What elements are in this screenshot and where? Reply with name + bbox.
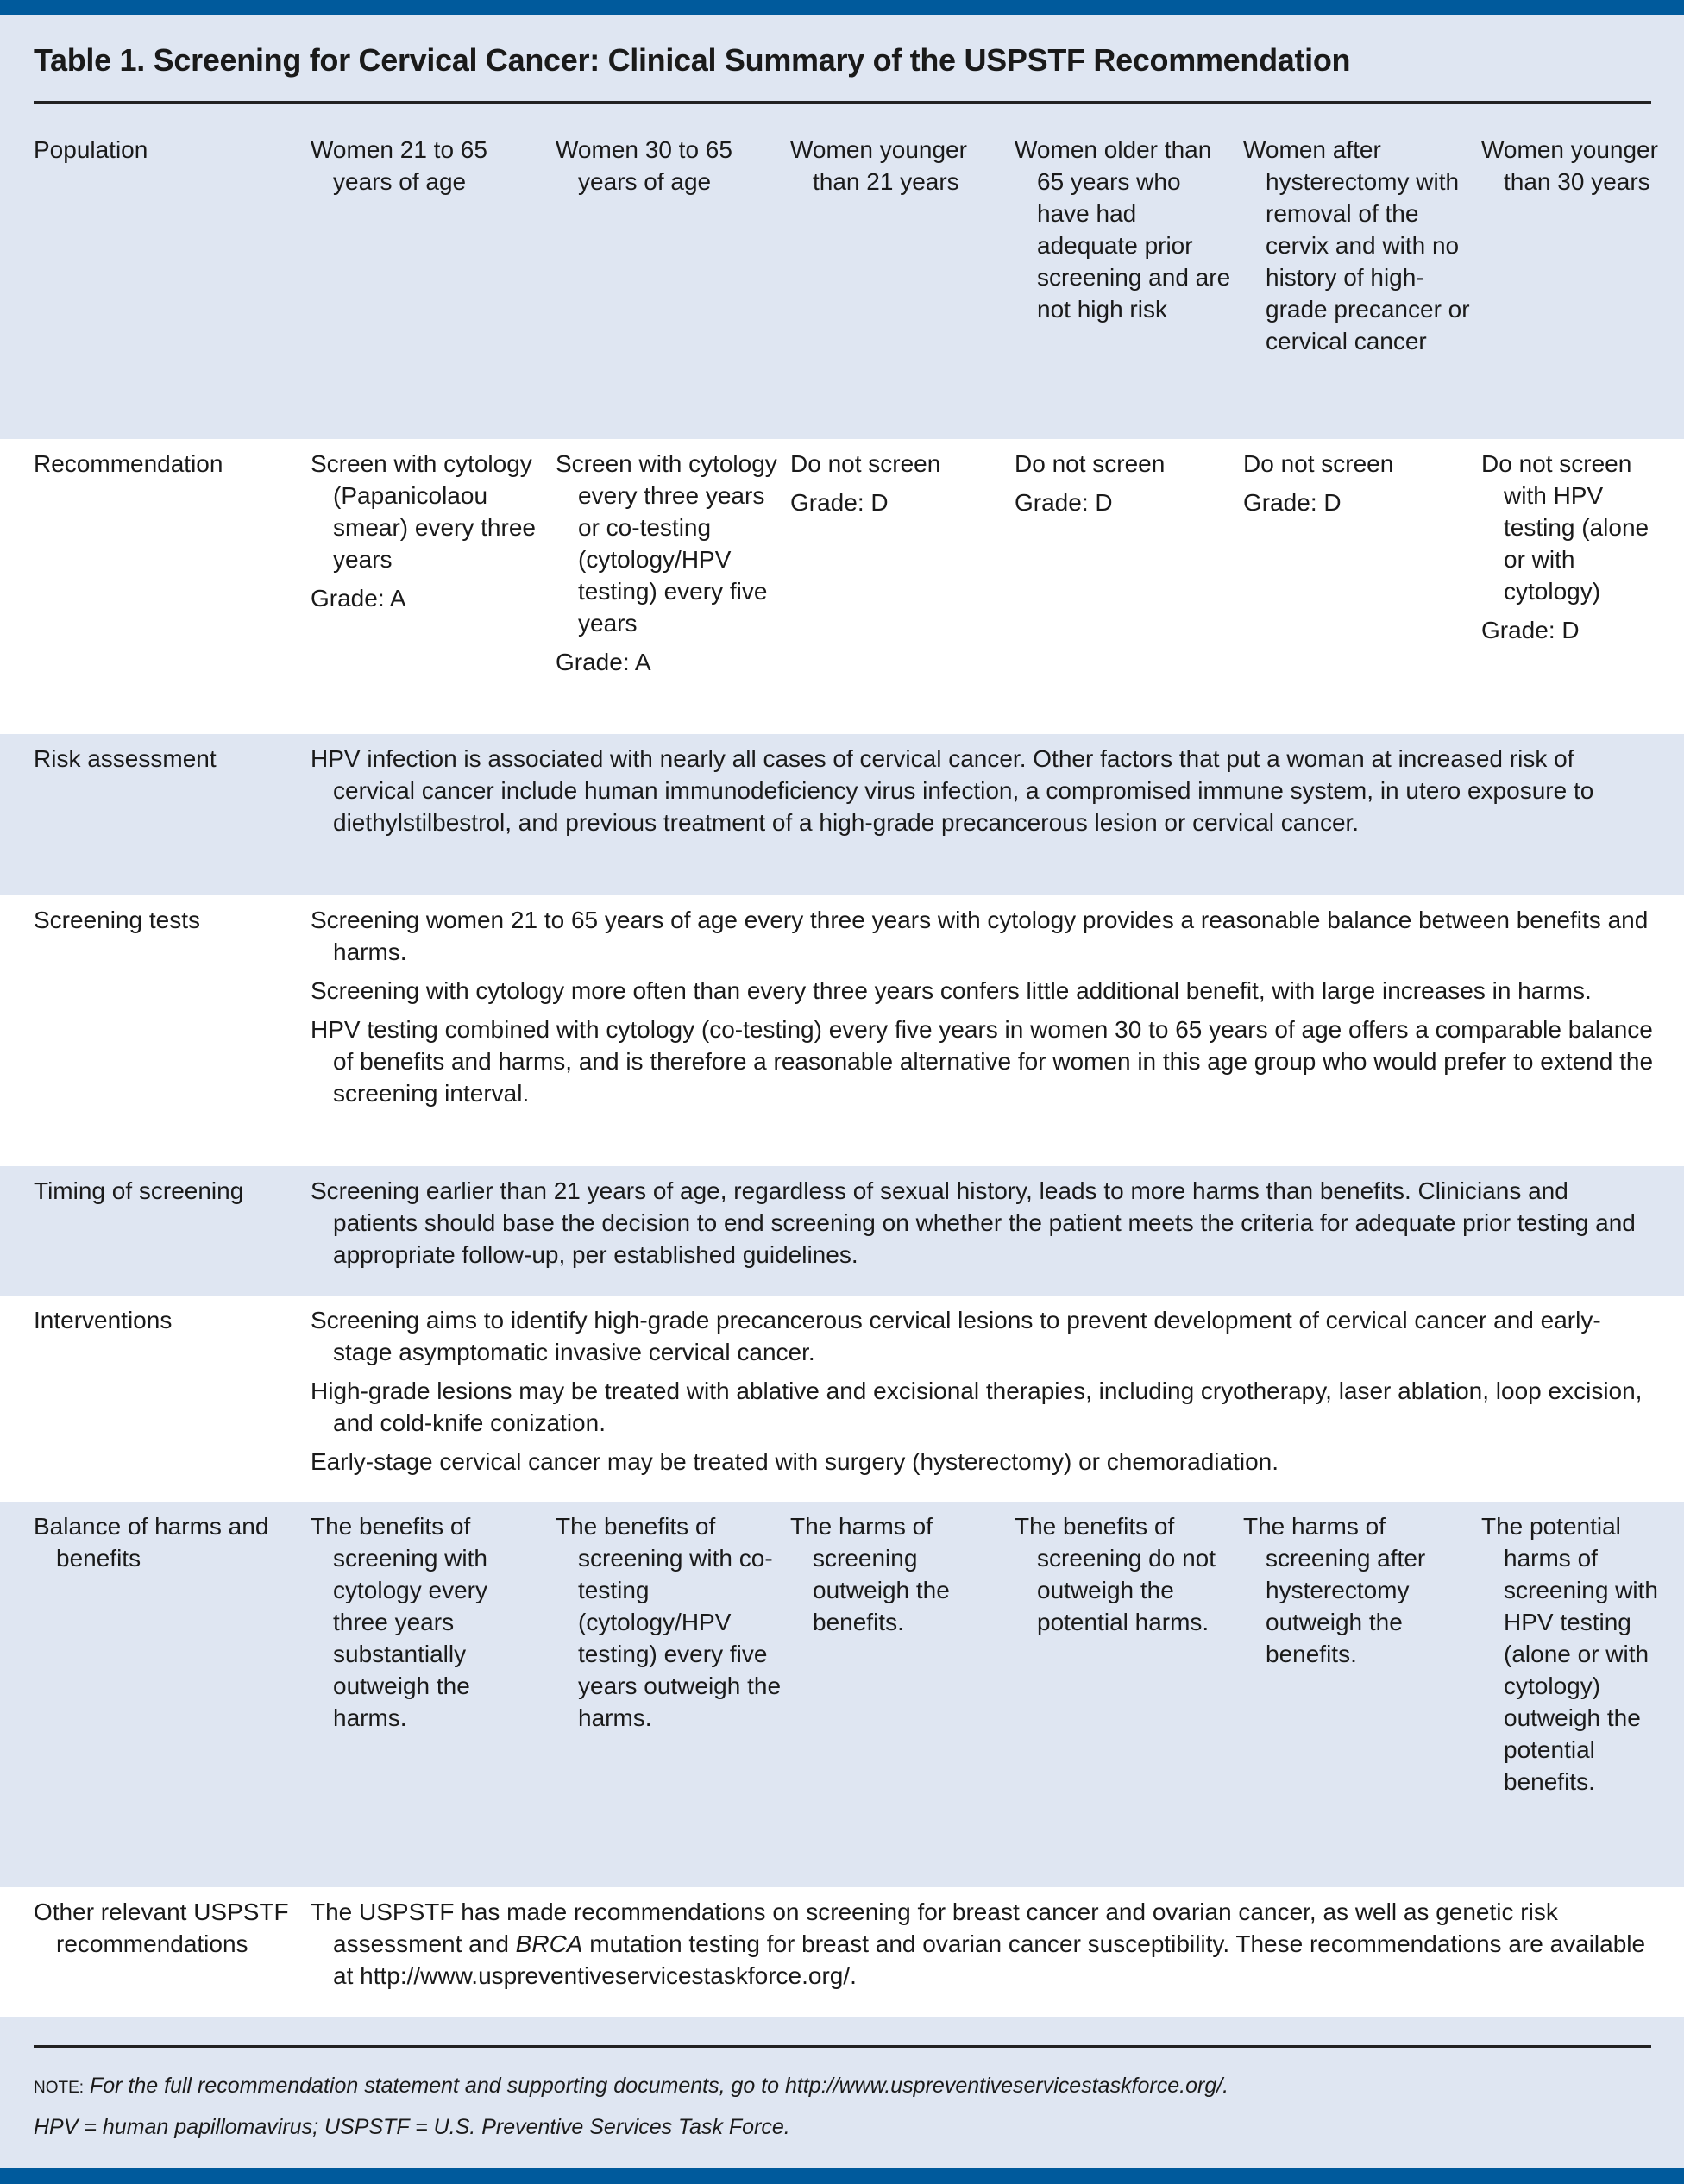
cell: The benefits of screening with co-testin…	[556, 1513, 782, 1731]
grade: Grade: A	[556, 649, 651, 675]
top-accent-bar	[0, 0, 1684, 15]
row-recommendation: Recommendation Screen with cytology (Pap…	[0, 439, 1684, 734]
clinical-summary-table: Population Women 21 to 65 years of age W…	[0, 125, 1684, 2017]
grade: Grade: A	[311, 585, 406, 612]
cell: Screening earlier than 21 years of age, …	[311, 1177, 1636, 1268]
gene-name: BRCA	[515, 1930, 583, 1957]
row-label: Risk assessment	[34, 745, 217, 772]
table-title: Table 1. Screening for Cervical Cancer: …	[34, 42, 1351, 78]
cell: Women 21 to 65 years of age	[311, 136, 487, 195]
row-label: Recommendation	[34, 450, 223, 477]
row-other-recommendations: Other relevant USPSTF recommendations Th…	[0, 1887, 1684, 2017]
cell: The harms of screening after hysterectom…	[1243, 1513, 1426, 1667]
cell: The USPSTF has made recommendations on s…	[311, 1896, 1658, 1992]
table-header: Table 1. Screening for Cervical Cancer: …	[0, 15, 1684, 125]
row-timing: Timing of screening Screening earlier th…	[0, 1166, 1684, 1296]
abbreviations: HPV = human papillomavirus; USPSTF = U.S…	[34, 2115, 790, 2139]
grade: Grade: D	[1015, 489, 1113, 516]
row-label: Interventions	[34, 1307, 173, 1334]
text: mutation testing for breast and ovarian …	[333, 1930, 1646, 1989]
paragraph: Early-stage cervical cancer may be treat…	[311, 1448, 1279, 1475]
row-population: Population Women 21 to 65 years of age W…	[0, 125, 1684, 439]
grade: Grade: D	[1481, 617, 1580, 643]
cell: Women younger than 30 years	[1481, 136, 1658, 195]
row-interventions: Interventions Screening aims to identify…	[0, 1296, 1684, 1502]
cell: Do not screen	[1015, 450, 1166, 477]
footer-rule	[34, 2045, 1651, 2048]
title-rule	[34, 101, 1651, 104]
paragraph: HPV testing combined with cytology (co-t…	[311, 1016, 1654, 1107]
row-label: Balance of harms and benefits	[34, 1513, 269, 1572]
cell: The harms of screening outweigh the bene…	[790, 1513, 950, 1635]
cell: Women 30 to 65 years of age	[556, 136, 732, 195]
bottom-accent-bar	[0, 2168, 1684, 2184]
note-label: NOTE:	[34, 2079, 85, 2097]
paragraph: Screening women 21 to 65 years of age ev…	[311, 907, 1649, 965]
row-label: Screening tests	[34, 907, 200, 933]
footer-note: NOTE: For the full recommendation statem…	[34, 2074, 1228, 2099]
cell: Screen with cytology (Papanicolaou smear…	[311, 450, 536, 573]
cell: HPV infection is associated with nearly …	[311, 745, 1594, 836]
cell: Do not screen	[1243, 450, 1394, 477]
paragraph: High-grade lesions may be treated with a…	[311, 1378, 1643, 1436]
cell: The benefits of screening with cytology …	[311, 1513, 487, 1731]
paragraph: Screening aims to identify high-grade pr…	[311, 1307, 1601, 1365]
paragraph: Screening with cytology more often than …	[311, 977, 1592, 1004]
cell: Do not screen	[790, 450, 941, 477]
table-footer: NOTE: For the full recommendation statem…	[0, 2017, 1684, 2168]
cell: The benefits of screening do not outweig…	[1015, 1513, 1216, 1635]
text: The USPSTF has made recommendations on s…	[311, 1898, 1558, 1957]
cell: Women younger than 21 years	[790, 136, 967, 195]
row-label: Other relevant USPSTF recommendations	[34, 1898, 289, 1957]
cell: Women after hysterectomy with removal of…	[1243, 136, 1470, 355]
note-text: For the full recommendation statement an…	[84, 2074, 1229, 2098]
cell: The potential harms of screening with HP…	[1481, 1513, 1658, 1795]
row-screening-tests: Screening tests Screening women 21 to 65…	[0, 895, 1684, 1166]
row-risk-assessment: Risk assessment HPV infection is associa…	[0, 734, 1684, 895]
cell: Screen with cytology every three years o…	[556, 450, 777, 637]
row-label: Population	[34, 136, 148, 163]
grade: Grade: D	[1243, 489, 1342, 516]
cell: Do not screen with HPV testing (alone or…	[1481, 450, 1649, 605]
row-balance: Balance of harms and benefits The benefi…	[0, 1502, 1684, 1887]
row-label: Timing of screening	[34, 1177, 244, 1204]
cell: Women older than 65 years who have had a…	[1015, 136, 1231, 323]
grade: Grade: D	[790, 489, 889, 516]
